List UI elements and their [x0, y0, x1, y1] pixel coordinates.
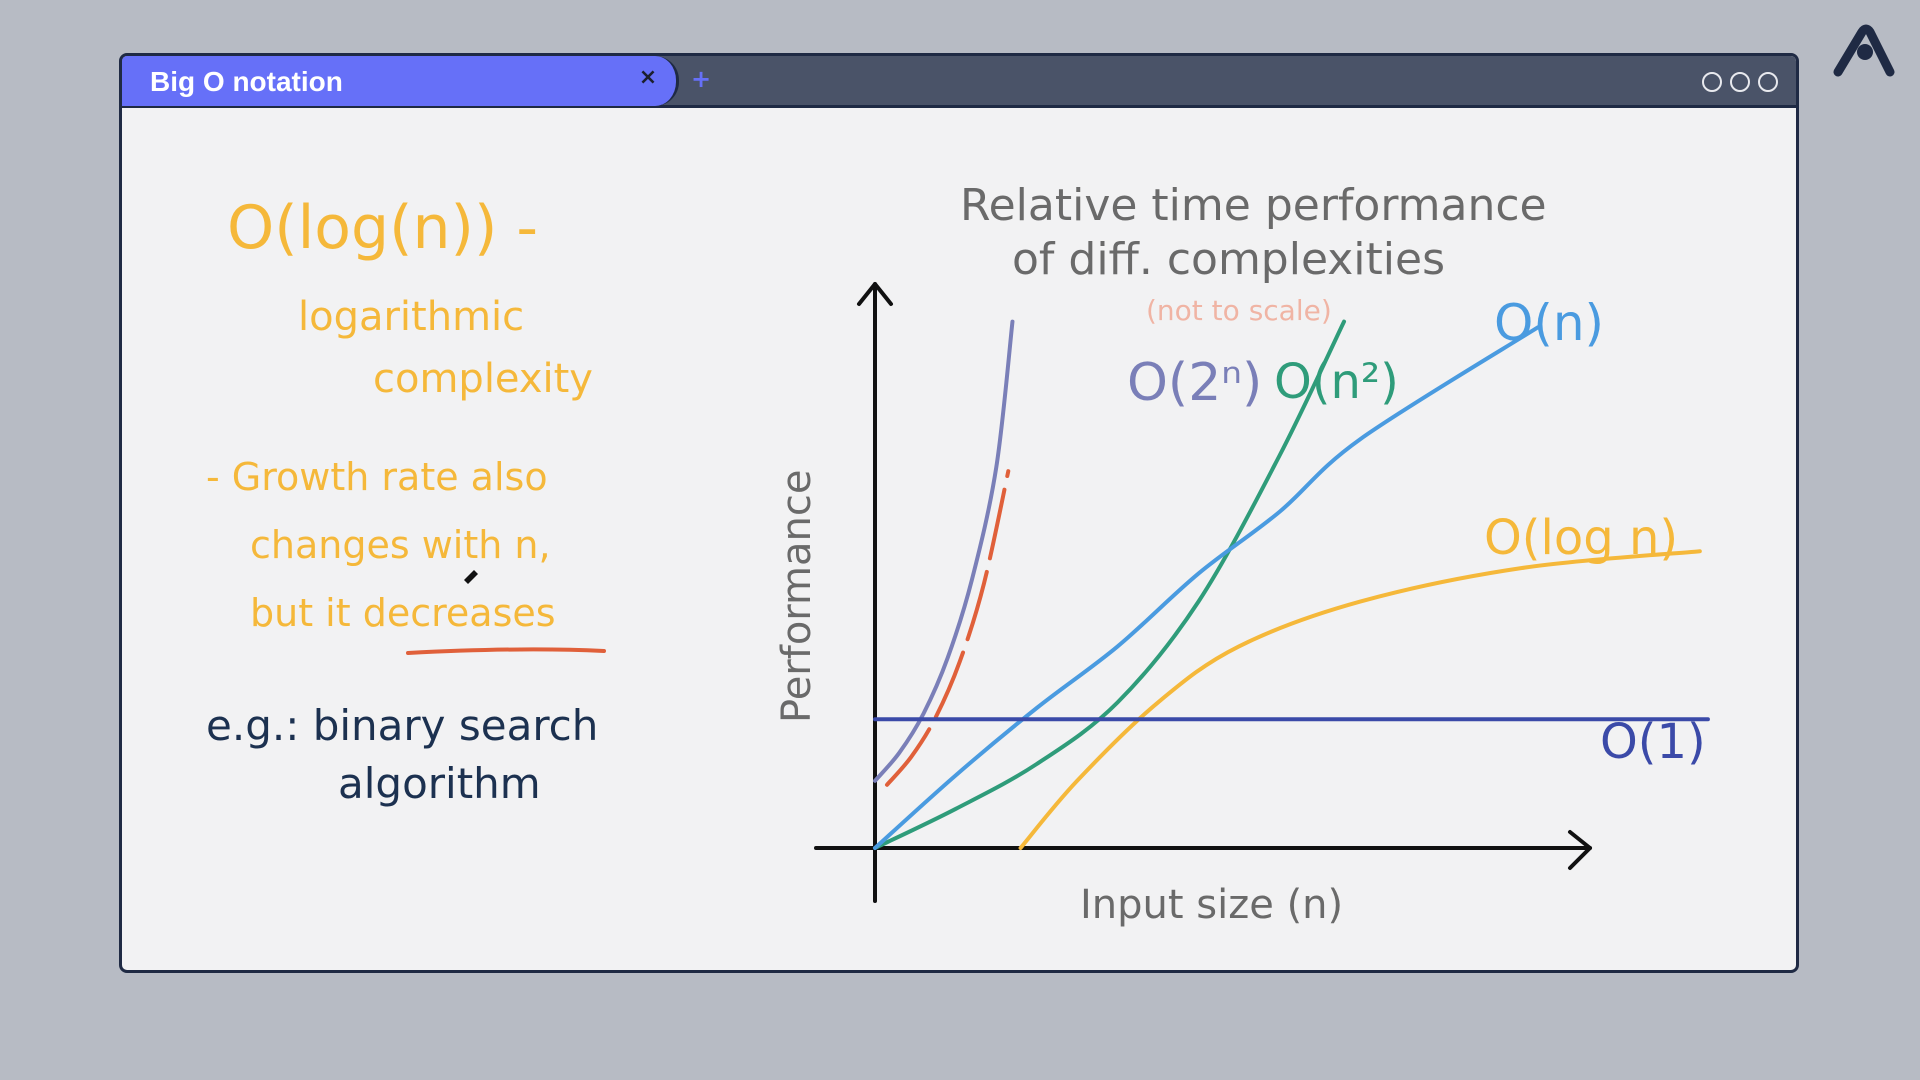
x-axis-arrow — [1568, 830, 1592, 870]
series-line-o-n — [873, 325, 1541, 850]
tab-big-o-notation[interactable]: Big O notation × — [122, 56, 679, 106]
note-bullet-line3: but it decreases — [250, 591, 556, 635]
series-label-o-1: O(1) — [1600, 714, 1706, 770]
tab-title: Big O notation — [150, 66, 343, 97]
series-label-o-2-n: O(2ⁿ) — [1127, 353, 1262, 413]
title-bar: Big O notation × + — [122, 56, 1796, 108]
chart-subtitle: (not to scale) — [1146, 294, 1332, 327]
new-tab-icon[interactable]: + — [690, 65, 712, 93]
brand-logo-icon — [1833, 24, 1895, 77]
series-line-o-log-n — [1018, 549, 1702, 850]
series-layer: O(2ⁿ) O(n²) O(n) O(log n) O(1) — [873, 294, 1710, 850]
chart-title-line1: Relative time performance — [960, 180, 1547, 231]
window-control-circle-icon[interactable] — [1702, 72, 1722, 92]
window-control-circle-icon[interactable] — [1758, 72, 1778, 92]
series-label-o-log-n: O(log n) — [1484, 510, 1678, 566]
note-heading-line2: logarithmic — [298, 294, 524, 340]
x-axis-label: Input size (n) — [1080, 882, 1343, 928]
series-label-o-n: O(n) — [1494, 294, 1604, 352]
series-overlay-o-2-n — [885, 469, 1011, 787]
pen-cursor-icon — [464, 570, 478, 584]
y-axis-label: Performance — [774, 470, 820, 723]
y-axis-arrow — [857, 282, 893, 306]
close-icon[interactable]: × — [638, 65, 658, 90]
drawing-window: Big O notation × + O(log(n)) - logarithm… — [119, 53, 1799, 973]
note-example-line2: algorithm — [338, 759, 541, 808]
series-label-o-n-2: O(n²) — [1274, 354, 1399, 410]
note-bullet-line1: - Growth rate also — [206, 455, 548, 499]
notes-panel: O(log(n)) - logarithmic complexity - Gro… — [206, 193, 606, 808]
window-control-circle-icon[interactable] — [1730, 72, 1750, 92]
complexity-chart: Relative time performance of diff. compl… — [774, 180, 1710, 928]
note-heading-line1: O(log(n)) - — [227, 193, 538, 263]
note-example-line1: e.g.: binary search — [206, 701, 598, 750]
whiteboard-canvas: O(log(n)) - logarithmic complexity - Gro… — [206, 180, 1710, 928]
note-bullet-line2: changes with n, — [250, 523, 551, 567]
window-controls — [1702, 72, 1778, 94]
series-line-o-n-2 — [873, 319, 1347, 850]
chart-title-line2: of diff. complexities — [1012, 234, 1445, 285]
note-heading-line3: complexity — [373, 356, 593, 402]
series-line-o-2-n — [873, 319, 1015, 783]
chart-axes — [814, 282, 1592, 903]
decreases-underline — [406, 647, 606, 655]
